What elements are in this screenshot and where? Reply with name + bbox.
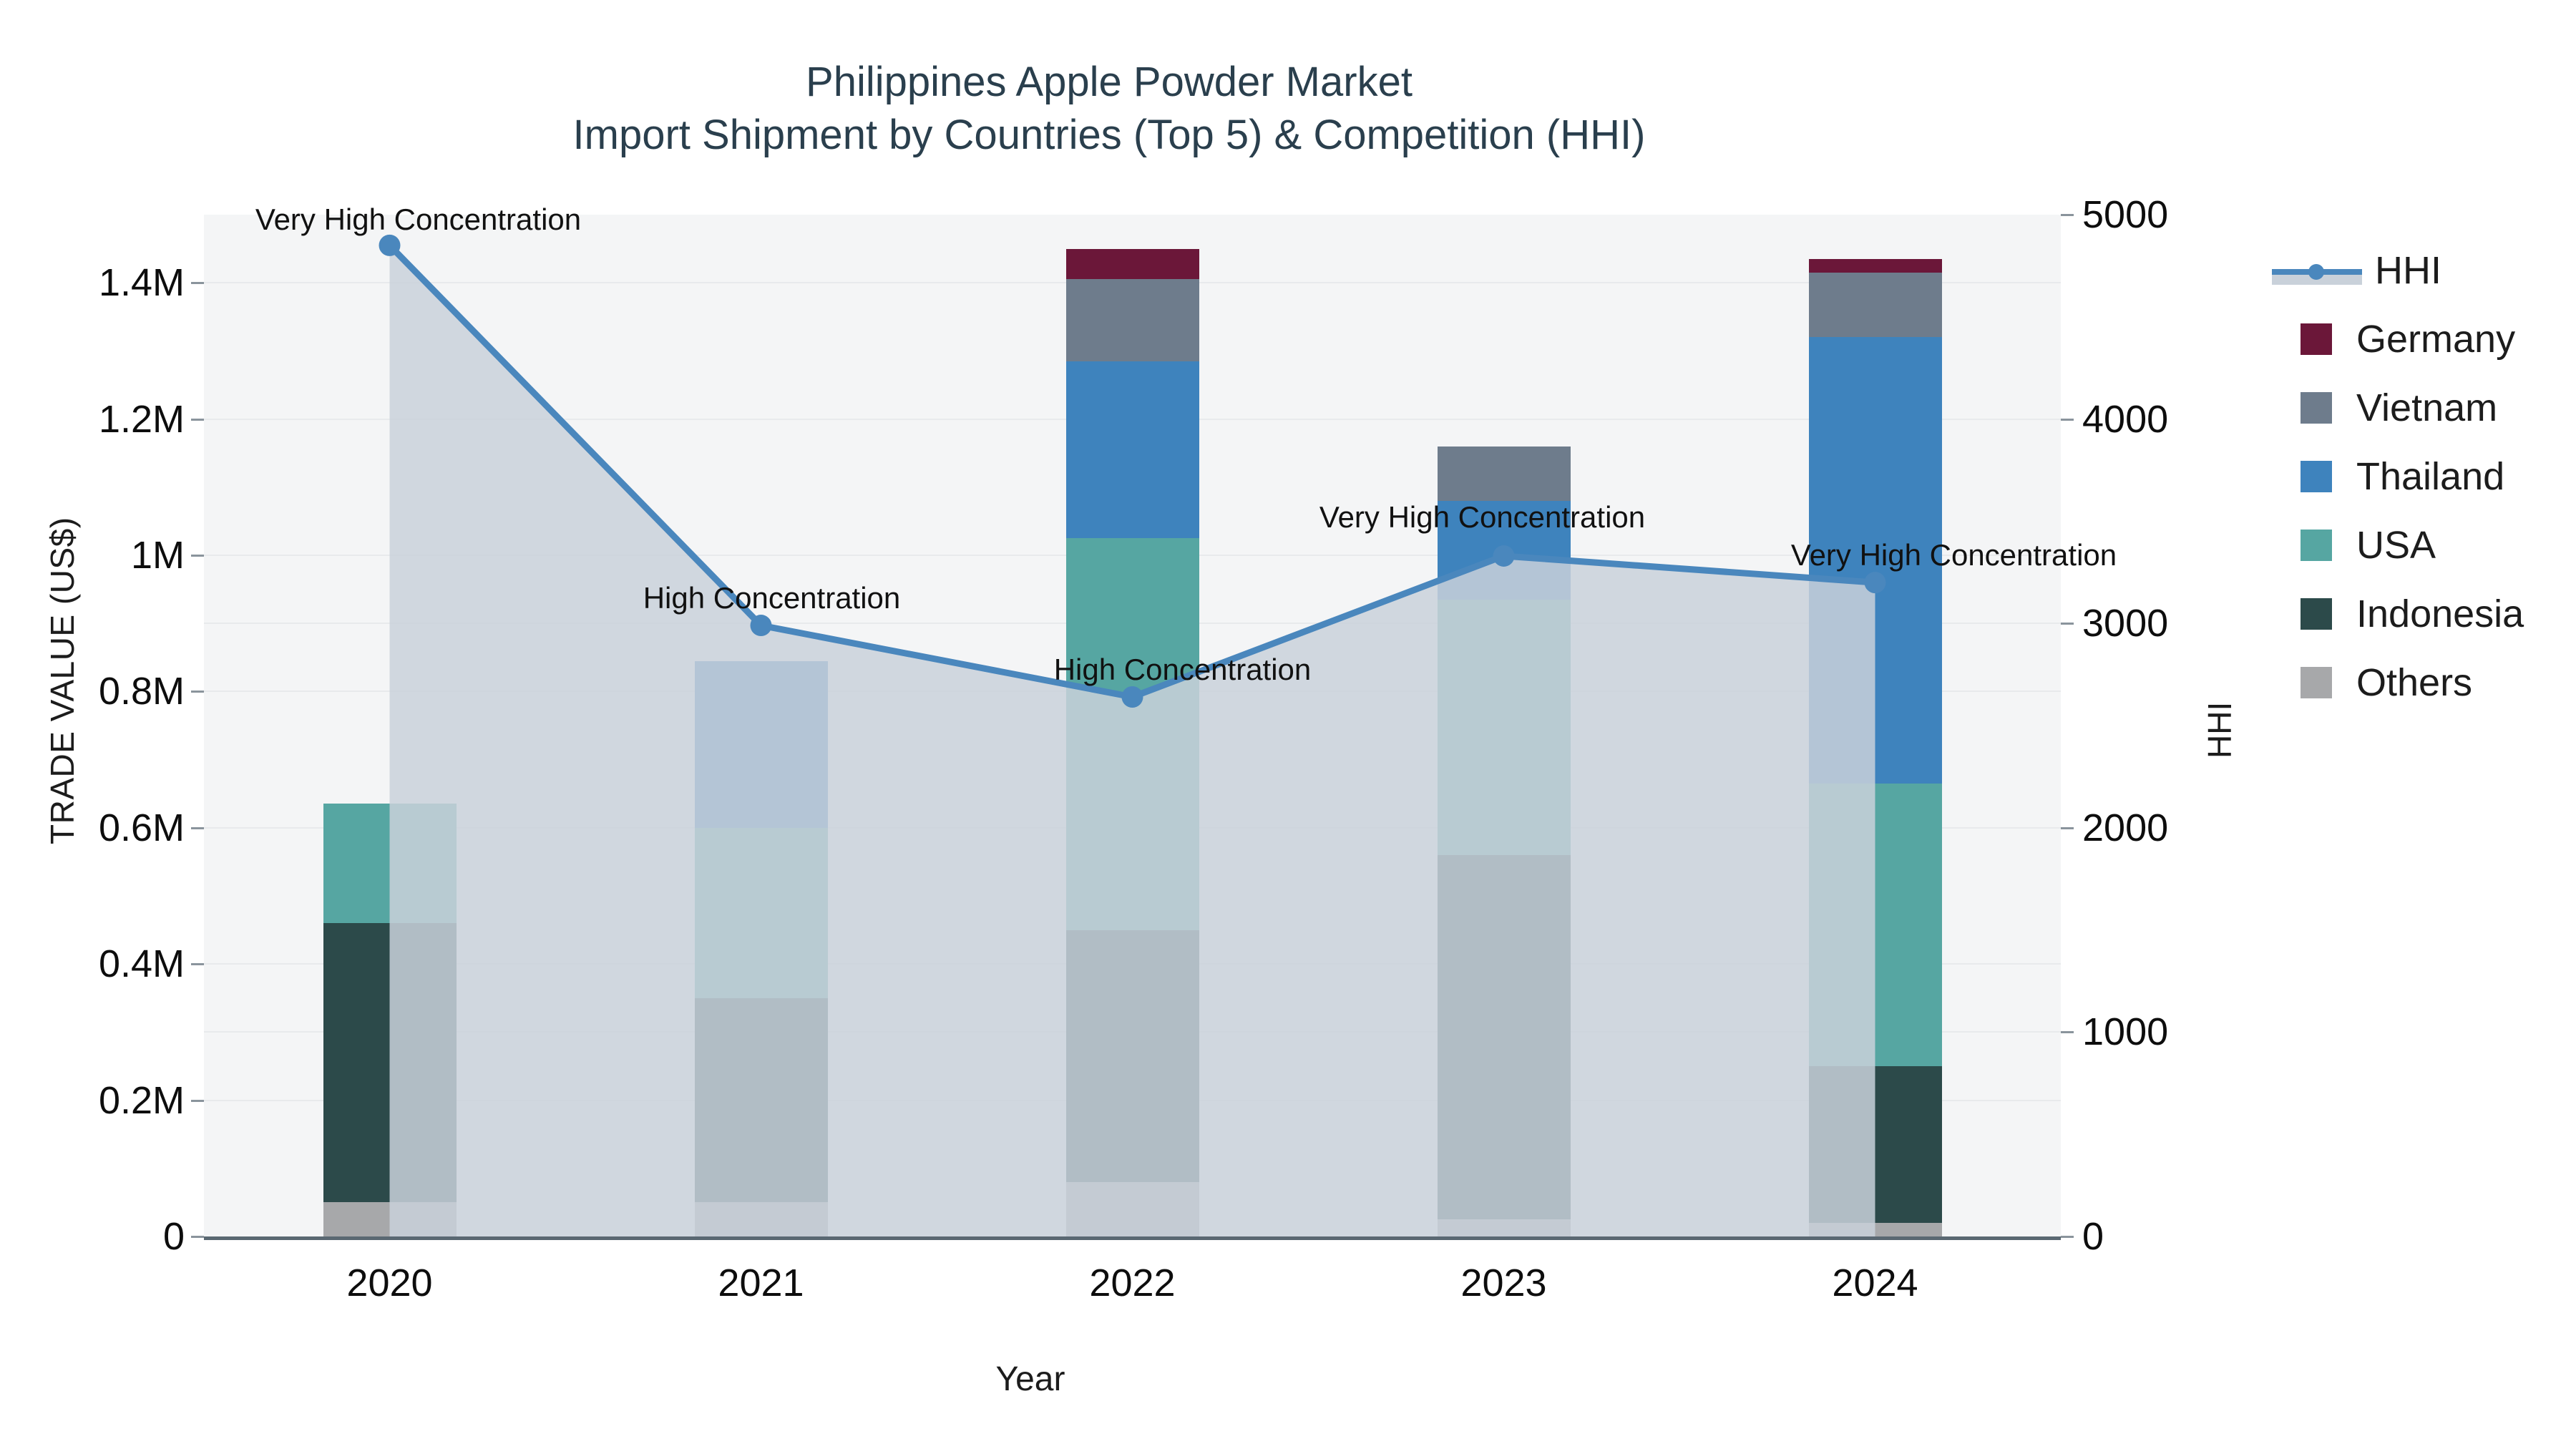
y-tick-mark-right (2061, 214, 2074, 216)
y-tick-mark-left (191, 826, 204, 829)
y-tick-left-1.4M: 1.4M (98, 261, 185, 305)
annotation-2024: Very High Concentration (1790, 538, 2117, 572)
y-tick-mark-left (191, 963, 204, 966)
y-tick-right-2000: 2000 (2082, 806, 2169, 849)
x-tick-2024: 2024 (1832, 1262, 1918, 1304)
legend-swatch-germany (2301, 323, 2332, 355)
y-tick-right-3000: 3000 (2082, 602, 2169, 645)
x-tick-2021: 2021 (718, 1262, 804, 1304)
legend-swatch-vietnam (2301, 392, 2332, 424)
y-tick-left-0.6M: 0.6M (98, 806, 185, 849)
y-tick-mark-right (2061, 1031, 2074, 1034)
bar-segment-vietnam-2024[interactable] (1808, 272, 1942, 338)
legend-label-others: Others (2356, 661, 2473, 704)
y-tick-left-1.2M: 1.2M (98, 397, 185, 441)
legend-label-vietnam: Vietnam (2356, 386, 2498, 429)
y-axis-right-title: HHI (2201, 701, 2238, 758)
bar-segment-germany-2022[interactable] (1065, 248, 1199, 280)
legend-swatch-thailand (2301, 461, 2332, 492)
y-tick-left-1M: 1M (130, 534, 185, 577)
annotation-2021: High Concentration (643, 581, 901, 615)
bar-segment-germany-2024[interactable] (1808, 258, 1942, 273)
legend-line-marker (2308, 264, 2324, 280)
y-tick-mark-left (191, 282, 204, 285)
legend-item-others[interactable]: Others (2272, 648, 2572, 717)
legend-item-vietnam[interactable]: Vietnam (2272, 374, 2572, 442)
x-axis-title: Year (995, 1360, 1065, 1398)
legend-label-thailand: Thailand (2356, 455, 2505, 498)
hhi-marker-2024[interactable] (1864, 572, 1886, 594)
legend: HHI Germany Vietnam Thailand USA Indonesia Oth… (2272, 236, 2572, 717)
annotation-2020: Very High Concentration (255, 202, 582, 236)
y-tick-right-1000: 1000 (2082, 1010, 2169, 1054)
y-tick-right-5000: 5000 (2082, 193, 2169, 236)
y-tick-mark-right (2061, 418, 2074, 421)
legend-item-germany[interactable]: Germany (2272, 305, 2572, 374)
y-axis-left-title: TRADE VALUE (US$) (44, 517, 81, 844)
hhi-marker-2021[interactable] (750, 615, 772, 637)
legend-label-hhi: HHI (2375, 249, 2441, 292)
y-tick-left-0.2M: 0.2M (98, 1078, 185, 1122)
x-tick-2022: 2022 (1089, 1262, 1176, 1304)
y-tick-mark-right (2061, 623, 2074, 625)
hhi-series (379, 234, 1886, 1237)
legend-swatch-indonesia (2301, 598, 2332, 630)
y-tick-mark-left (191, 555, 204, 557)
y-tick-mark-left (191, 418, 204, 421)
legend-label-usa: USA (2356, 524, 2436, 567)
chart-title: Philippines Apple Powder Market Import S… (0, 56, 2218, 162)
legend-line-icon (2272, 255, 2362, 286)
legend-label-indonesia: Indonesia (2356, 592, 2524, 635)
y-tick-mark-right (2061, 826, 2074, 829)
x-axis-line (204, 1236, 2061, 1240)
legend-item-usa[interactable]: USA (2272, 511, 2572, 580)
hhi-marker-2020[interactable] (379, 234, 401, 256)
legend-swatch-usa (2301, 530, 2332, 561)
hhi-marker-2023[interactable] (1493, 545, 1515, 567)
chart-title-text: Philippines Apple Powder Market Import S… (572, 59, 1646, 159)
x-tick-2020: 2020 (346, 1262, 433, 1304)
y-tick-mark-right (2061, 1236, 2074, 1238)
y-tick-left-0: 0 (162, 1215, 185, 1258)
x-tick-2023: 2023 (1460, 1262, 1547, 1304)
y-tick-left-0.4M: 0.4M (98, 942, 185, 986)
y-tick-mark-left (191, 691, 204, 693)
y-tick-right-4000: 4000 (2082, 397, 2169, 441)
y-tick-right-0: 0 (2082, 1215, 2104, 1258)
y-tick-left-0.8M: 0.8M (98, 670, 185, 713)
y-tick-mark-left (191, 1236, 204, 1238)
y-tick-mark-left (191, 1099, 204, 1102)
hhi-area-fill (389, 245, 1875, 1237)
bar-segment-vietnam-2022[interactable] (1065, 279, 1199, 361)
legend-label-germany: Germany (2356, 318, 2516, 361)
legend-item-hhi[interactable]: HHI (2272, 236, 2572, 305)
legend-swatch-others (2301, 667, 2332, 698)
hhi-marker-2022[interactable] (1121, 686, 1143, 708)
bar-segment-thailand-2022[interactable] (1065, 361, 1199, 539)
legend-item-indonesia[interactable]: Indonesia (2272, 580, 2572, 648)
annotation-2022: High Concentration (1053, 653, 1312, 687)
legend-item-thailand[interactable]: Thailand (2272, 442, 2572, 511)
annotation-2023: Very High Concentration (1319, 499, 1646, 534)
bar-segment-vietnam-2023[interactable] (1437, 446, 1571, 501)
